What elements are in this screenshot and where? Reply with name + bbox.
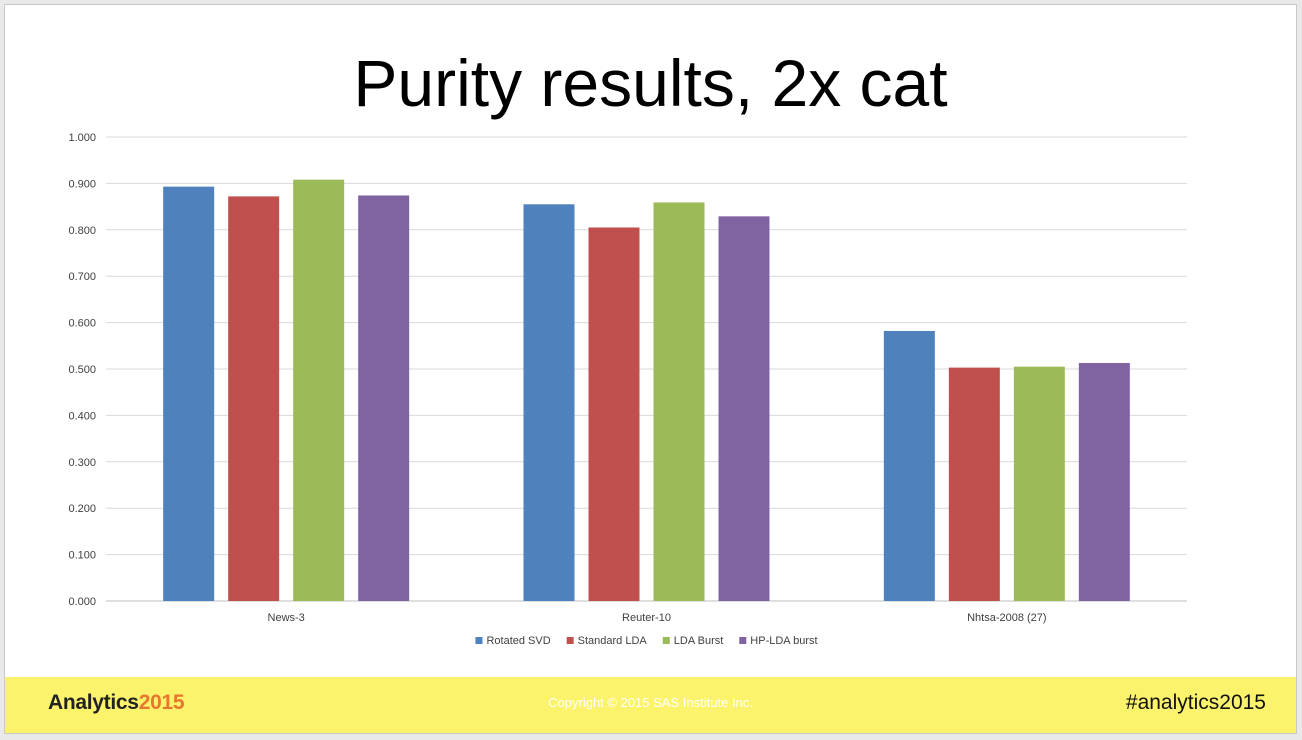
y-tick-label: 0.500 <box>68 364 96 376</box>
x-tick-label: Nhtsa-2008 (27) <box>967 612 1047 624</box>
legend-label: HP-LDA burst <box>750 635 817 647</box>
bar <box>1078 362 1130 601</box>
bar <box>523 204 575 601</box>
bar <box>1013 366 1065 601</box>
bar <box>163 186 215 601</box>
slide: Purity results, 2x cat 0.000 0.100 0.200 0.… <box>4 4 1297 734</box>
y-tick-label: 0.600 <box>68 318 96 330</box>
y-tick-label: 0.200 <box>68 503 96 515</box>
bar <box>718 216 770 601</box>
x-tick-label: Reuter-10 <box>622 612 671 624</box>
y-tick-label: 1.000 <box>68 132 96 144</box>
bar <box>883 330 935 601</box>
footer-bar: Analytics2015 Copyright © 2015 SAS Insti… <box>5 677 1296 733</box>
bar <box>358 195 410 602</box>
y-tick-label: 0.700 <box>68 271 96 283</box>
logo-word: Analytics <box>48 691 139 714</box>
legend-swatch <box>662 637 670 644</box>
bar <box>228 196 280 601</box>
bar <box>653 202 705 601</box>
y-tick-label: 0.900 <box>68 178 96 190</box>
legend-label: LDA Burst <box>674 635 724 647</box>
legend-swatch <box>475 637 483 644</box>
analytics-logo: Analytics2015 <box>48 691 185 715</box>
bar <box>293 179 345 602</box>
y-tick-label: 0.300 <box>68 457 96 469</box>
bar <box>948 367 1000 601</box>
legend-label: Standard LDA <box>578 635 648 647</box>
purity-bar-chart: 0.000 0.100 0.200 0.300 0.400 0.500 0.600 0.700… <box>68 132 1187 647</box>
legend-swatch <box>739 637 747 644</box>
y-tick-label: 0.400 <box>68 410 96 422</box>
hashtag-text: #analytics2015 <box>1125 691 1266 714</box>
logo-year: 2015 <box>138 691 185 714</box>
legend-label: Rotated SVD <box>486 635 550 647</box>
x-tick-label: News-3 <box>268 612 305 624</box>
bar <box>588 227 640 602</box>
y-tick-label: 0.100 <box>68 550 96 562</box>
slide-title: Purity results, 2x cat <box>353 46 948 120</box>
y-tick-label: 0.800 <box>68 225 96 237</box>
legend-swatch <box>566 637 574 644</box>
y-tick-label: 0.000 <box>68 596 96 608</box>
copyright-text: Copyright © 2015 SAS Institute Inc. <box>548 695 753 710</box>
